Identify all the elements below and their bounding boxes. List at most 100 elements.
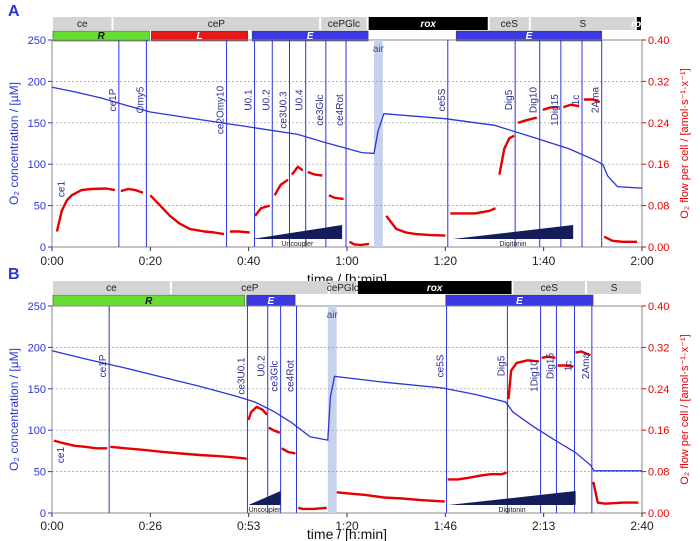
event-label: U0.2 xyxy=(261,89,272,111)
ytick-label-right: 0.16 xyxy=(648,425,669,437)
series-o2-flow xyxy=(592,481,639,505)
series-o2-flow xyxy=(290,165,304,176)
event-label: ce3U0.3 xyxy=(278,91,289,129)
phase-bar-gray xyxy=(113,17,320,30)
phase-bar-e xyxy=(251,30,369,42)
ytick-label-right: 0.40 xyxy=(648,301,669,313)
event-label: Dig10 xyxy=(529,87,540,114)
xtick-label: 1:20 xyxy=(335,519,359,533)
triangle-digitonin xyxy=(452,225,574,239)
phase-bar-gray xyxy=(329,281,356,294)
phase-bar-gray xyxy=(53,281,170,294)
phase-label-color: E xyxy=(526,31,533,42)
triangle-label: Digitonin xyxy=(498,507,525,514)
series-o2-flow xyxy=(247,405,268,421)
event-label: ce4Rot xyxy=(335,94,346,126)
xtick-label: 0:20 xyxy=(139,254,163,268)
phase-label-gray: rox xyxy=(427,283,443,294)
panel-label: B xyxy=(8,266,20,283)
series-o2-flow xyxy=(450,207,496,215)
ytick-label-left: 200 xyxy=(28,342,46,354)
series-o2-flow xyxy=(584,98,601,104)
xtick-label: 2:13 xyxy=(532,519,556,533)
event-label: U0.4 xyxy=(295,89,306,111)
phase-label-gray: rox xyxy=(420,19,436,30)
series-o2-flow xyxy=(328,194,344,201)
event-label: 2Ama xyxy=(591,87,602,114)
series-o2-flow xyxy=(307,170,323,177)
series-o2-flow xyxy=(55,187,116,232)
y-axis-title-right: O₂ flow per cell / [amol·s⁻¹·x⁻¹] xyxy=(679,334,691,484)
phase-bar-gray xyxy=(587,281,641,294)
event-label: ce5S xyxy=(436,354,447,377)
triangle-label: Uncoupler xyxy=(281,241,314,248)
event-label: ce3U0.1 xyxy=(236,357,247,395)
triangle-digitonin xyxy=(448,491,576,505)
phase-label-gray: ce xyxy=(106,283,117,294)
phase-label-gray: ceP xyxy=(208,19,226,30)
series-o2-flow xyxy=(517,116,538,124)
triangle-label: Digitonin xyxy=(499,241,526,248)
ytick-label-left: 150 xyxy=(28,118,46,130)
ytick-label-left: 250 xyxy=(28,35,46,47)
y-axis-title-left: O₂ concentration / [µM] xyxy=(7,82,21,205)
series-o2-flow xyxy=(348,240,370,247)
event-label: 1Dig10 xyxy=(530,360,541,392)
phase-label-color: R xyxy=(145,296,153,307)
series-o2-flow xyxy=(53,439,108,450)
ytick-label-left: 100 xyxy=(28,159,46,171)
series-o2-flow xyxy=(281,447,296,455)
phase-label-gray: ceS xyxy=(541,283,559,294)
xtick-label: 1:20 xyxy=(434,254,458,268)
event-label: ce3Glc xyxy=(315,94,326,125)
triangle-uncoupler xyxy=(252,225,343,239)
ytick-label-right: 0.00 xyxy=(648,508,669,520)
air-label: air xyxy=(327,310,339,321)
event-label: ce1 xyxy=(56,181,67,198)
series-o2-flow xyxy=(498,134,515,175)
xtick-label: 2:40 xyxy=(630,519,654,533)
xtick-label: 1:46 xyxy=(434,519,458,533)
series-o2-flow xyxy=(298,506,327,511)
event-label: ce3Glc xyxy=(270,360,281,391)
air-label: air xyxy=(373,44,385,55)
phase-label-color: L xyxy=(196,31,202,42)
series-o2-flow xyxy=(507,359,539,400)
ytick-label-right: 0.16 xyxy=(648,159,669,171)
phase-bar-l xyxy=(151,30,248,42)
series-o2-flow xyxy=(557,364,574,368)
phase-label-color: R xyxy=(98,31,106,42)
ytick-label-left: 100 xyxy=(28,425,46,437)
event-label: 1c xyxy=(564,361,575,372)
event-label: 1Dig15 xyxy=(550,94,561,126)
xtick-label: 2:00 xyxy=(630,254,654,268)
phase-bar-gray xyxy=(171,281,328,294)
event-label: ce1P xyxy=(108,88,119,111)
phase-label-gray: ceP xyxy=(241,283,259,294)
y-axis-title-right: O₂ flow per cell / [amol·s⁻¹·x⁻¹] xyxy=(679,68,691,218)
ytick-label-left: 200 xyxy=(28,76,46,88)
series-o2-concentration xyxy=(51,350,642,472)
ytick-label-right: 0.08 xyxy=(648,201,669,213)
series-o2-flow xyxy=(385,215,446,237)
event-label: ce5S xyxy=(437,88,448,111)
triangle-label: Uncoupler xyxy=(249,507,282,514)
phase-label-color: E xyxy=(516,296,523,307)
event-label: Dig15 xyxy=(545,353,556,380)
phase-label-gray: S xyxy=(611,283,618,294)
triangle-uncoupler xyxy=(248,491,281,505)
event-label: 1c xyxy=(571,95,582,106)
ytick-label-left: 0 xyxy=(40,242,46,254)
panel-label: A xyxy=(8,3,20,20)
y-axis-title-left: O₂ concentration / [µM] xyxy=(7,348,21,471)
plot-frame xyxy=(51,305,643,514)
ytick-label-left: 0 xyxy=(40,508,46,520)
phase-bar-gray xyxy=(530,17,635,30)
phase-bar-r xyxy=(52,30,150,42)
series-o2-flow xyxy=(542,106,559,112)
xtick-label: 0:53 xyxy=(237,519,261,533)
event-label: Dig5 xyxy=(496,355,507,376)
phase-bar-e xyxy=(455,30,602,42)
